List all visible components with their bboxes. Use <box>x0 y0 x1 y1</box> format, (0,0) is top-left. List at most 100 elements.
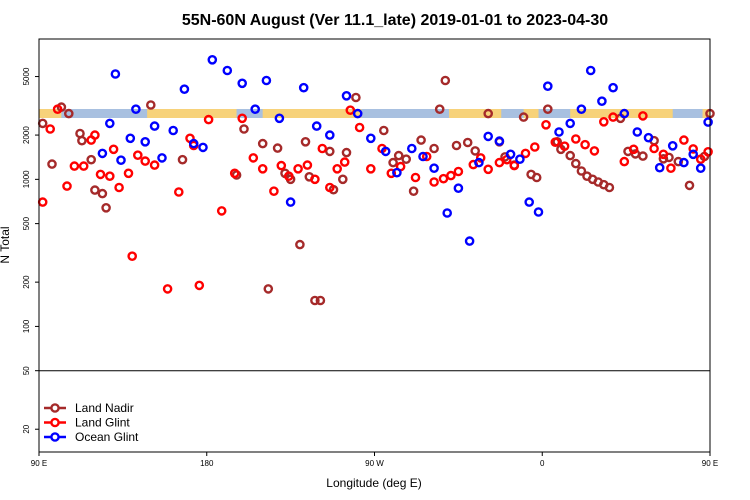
legend-marker-land-nadir <box>50 403 60 413</box>
land-nadir-point <box>393 150 404 161</box>
land-glint-point <box>509 160 520 171</box>
land-glint-point <box>649 143 659 154</box>
land-nadir-point <box>604 182 615 193</box>
land-glint-point <box>78 161 89 171</box>
x-tick-label: 90 E <box>702 459 718 468</box>
land-glint-point <box>666 163 676 173</box>
ocean-glint-point <box>442 208 453 218</box>
land-glint-point <box>95 169 106 180</box>
land-glint-point <box>123 168 134 179</box>
land-nadir-point <box>177 154 188 165</box>
land-glint-point <box>203 114 214 125</box>
land-glint-point <box>69 161 80 171</box>
x-axis-label: Longitude (deg E) <box>326 476 421 490</box>
ocean-glint-point <box>237 78 247 89</box>
land-glint-point <box>386 168 397 179</box>
ocean-glint-point <box>505 149 516 160</box>
ocean-glint-point <box>483 131 494 142</box>
legend-label-land-nadir: Land Nadir <box>75 401 134 415</box>
land-nadir-point <box>408 186 419 196</box>
land-glint-point <box>365 163 376 174</box>
ocean-glint-point <box>131 104 141 114</box>
ocean-glint-point <box>703 117 713 127</box>
land-glint-point <box>589 146 600 156</box>
y-axis-ticks: 20 50 100 200 500 1000 2000 5000 <box>22 67 39 434</box>
land-glint-point <box>354 122 365 133</box>
ocean-glint-point <box>157 153 167 163</box>
land-nadir-point <box>440 75 451 86</box>
land-nadir-point <box>239 124 249 134</box>
ocean-glint-point <box>392 167 402 178</box>
land-nadir-point <box>684 180 695 191</box>
land-glint-point <box>530 142 540 152</box>
land-glint-point <box>237 113 247 124</box>
land-nadir-point <box>300 136 311 147</box>
land-glint-point <box>194 280 205 291</box>
ocean-glint-point <box>110 69 121 79</box>
land-glint-point <box>410 172 421 183</box>
land-glint-point <box>520 148 531 159</box>
land-glint-point <box>658 149 669 160</box>
land-glint-point <box>638 111 648 121</box>
legend-marker-land-glint <box>50 417 60 428</box>
ocean-glint-point <box>695 163 706 173</box>
ocean-glint-point <box>585 65 596 76</box>
land-nadir-point <box>86 154 96 165</box>
ocean-glint-point <box>380 146 391 157</box>
ocean-glint-point <box>97 148 108 159</box>
ocean-glint-point <box>643 132 654 143</box>
land-nadir-point <box>531 172 542 183</box>
land-glint-point <box>571 134 581 144</box>
ocean-glint-point <box>125 133 136 144</box>
ocean-glint-point <box>261 75 272 86</box>
ocean-glint-point <box>341 91 352 101</box>
land-glint-point <box>52 104 63 114</box>
ocean-glint-point <box>688 149 699 160</box>
land-glint-point <box>276 160 287 171</box>
land-nadir-point <box>295 239 305 250</box>
land-glint-point <box>541 120 551 130</box>
y-tick-label: 20 <box>22 424 31 433</box>
ocean-glint-point <box>474 157 484 168</box>
y-tick-label: 100 <box>22 319 31 333</box>
land-nadir-point <box>388 157 398 168</box>
ocean-band-segment <box>61 109 148 118</box>
land-glint-point <box>438 173 449 184</box>
ocean-band-segment <box>501 109 524 118</box>
land-glint-point <box>45 124 56 134</box>
land-nadir-point <box>543 104 553 114</box>
land-nadir-point <box>257 138 268 149</box>
ocean-glint-point <box>324 130 335 140</box>
ocean-glint-point <box>352 108 363 119</box>
land-glint-point <box>269 186 279 196</box>
land-mask-band <box>39 109 710 118</box>
land-nadir-point <box>272 143 283 153</box>
land-glint-point <box>345 105 356 115</box>
land-glint-point <box>446 170 456 181</box>
land-glint-point <box>695 154 706 164</box>
ocean-glint-point <box>543 81 553 91</box>
land-nadir-point <box>416 135 426 145</box>
land-glint-point <box>127 251 137 262</box>
ocean-glint-point <box>453 183 464 193</box>
land-glint-point <box>310 174 320 185</box>
land-glint-point <box>559 141 570 151</box>
ocean-glint-point <box>179 84 190 94</box>
land-nadir-point <box>451 140 462 151</box>
ocean-glint-point <box>207 55 218 65</box>
land-nadir-point <box>401 154 412 164</box>
land-glint-point <box>173 187 184 197</box>
chart-title: 55N-60N August (Ver 11.1_late) 2019-01-0… <box>182 12 608 29</box>
land-glint-point <box>248 153 259 163</box>
ocean-glint-point <box>285 197 296 207</box>
ocean-glint-point <box>494 136 505 146</box>
land-nadir-point <box>310 295 320 306</box>
land-nadir-point <box>64 108 74 119</box>
land-nadir-point <box>378 125 389 136</box>
land-nadir-point <box>462 137 473 148</box>
land-nadir-point <box>565 150 576 161</box>
land-nadir-point <box>658 153 669 164</box>
ocean-glint-point <box>429 163 439 173</box>
land-glint-point <box>619 156 630 167</box>
ocean-glint-point <box>365 133 376 144</box>
